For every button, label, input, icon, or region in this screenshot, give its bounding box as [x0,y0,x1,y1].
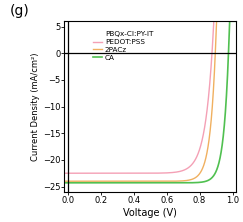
PEDOT:PSS [234,20,237,23]
CA [167,182,170,184]
Line: PEDOT:PSS: PEDOT:PSS [64,21,236,173]
CA [228,20,231,23]
2PACz [193,177,196,180]
2PACz [211,108,214,111]
PEDOT:PSS [213,20,216,23]
CA [234,20,237,23]
X-axis label: Voltage (V): Voltage (V) [123,208,177,218]
PEDOT:PSS [193,160,196,162]
PEDOT:PSS [211,51,214,53]
PEDOT:PSS [163,172,165,174]
Text: (g): (g) [9,4,29,18]
2PACz [167,180,170,182]
Line: CA: CA [64,21,236,183]
2PACz [215,20,218,23]
Y-axis label: Current Density (mA/cm²): Current Density (mA/cm²) [31,52,40,161]
Line: 2PACz: 2PACz [64,21,236,181]
PEDOT:PSS [167,171,170,174]
2PACz [163,180,165,182]
PEDOT:PSS [172,171,175,174]
CA [193,181,196,184]
2PACz [63,180,66,182]
CA [73,182,76,184]
Legend: PBQx-CI:PY-IT, PEDOT:PSS, 2PACz, CA: PBQx-CI:PY-IT, PEDOT:PSS, 2PACz, CA [90,28,156,64]
CA [172,182,175,184]
PEDOT:PSS [63,172,66,174]
CA [63,182,66,184]
CA [211,176,214,179]
PEDOT:PSS [73,172,76,174]
2PACz [172,180,175,182]
2PACz [73,180,76,182]
CA [163,182,165,184]
2PACz [234,20,237,23]
